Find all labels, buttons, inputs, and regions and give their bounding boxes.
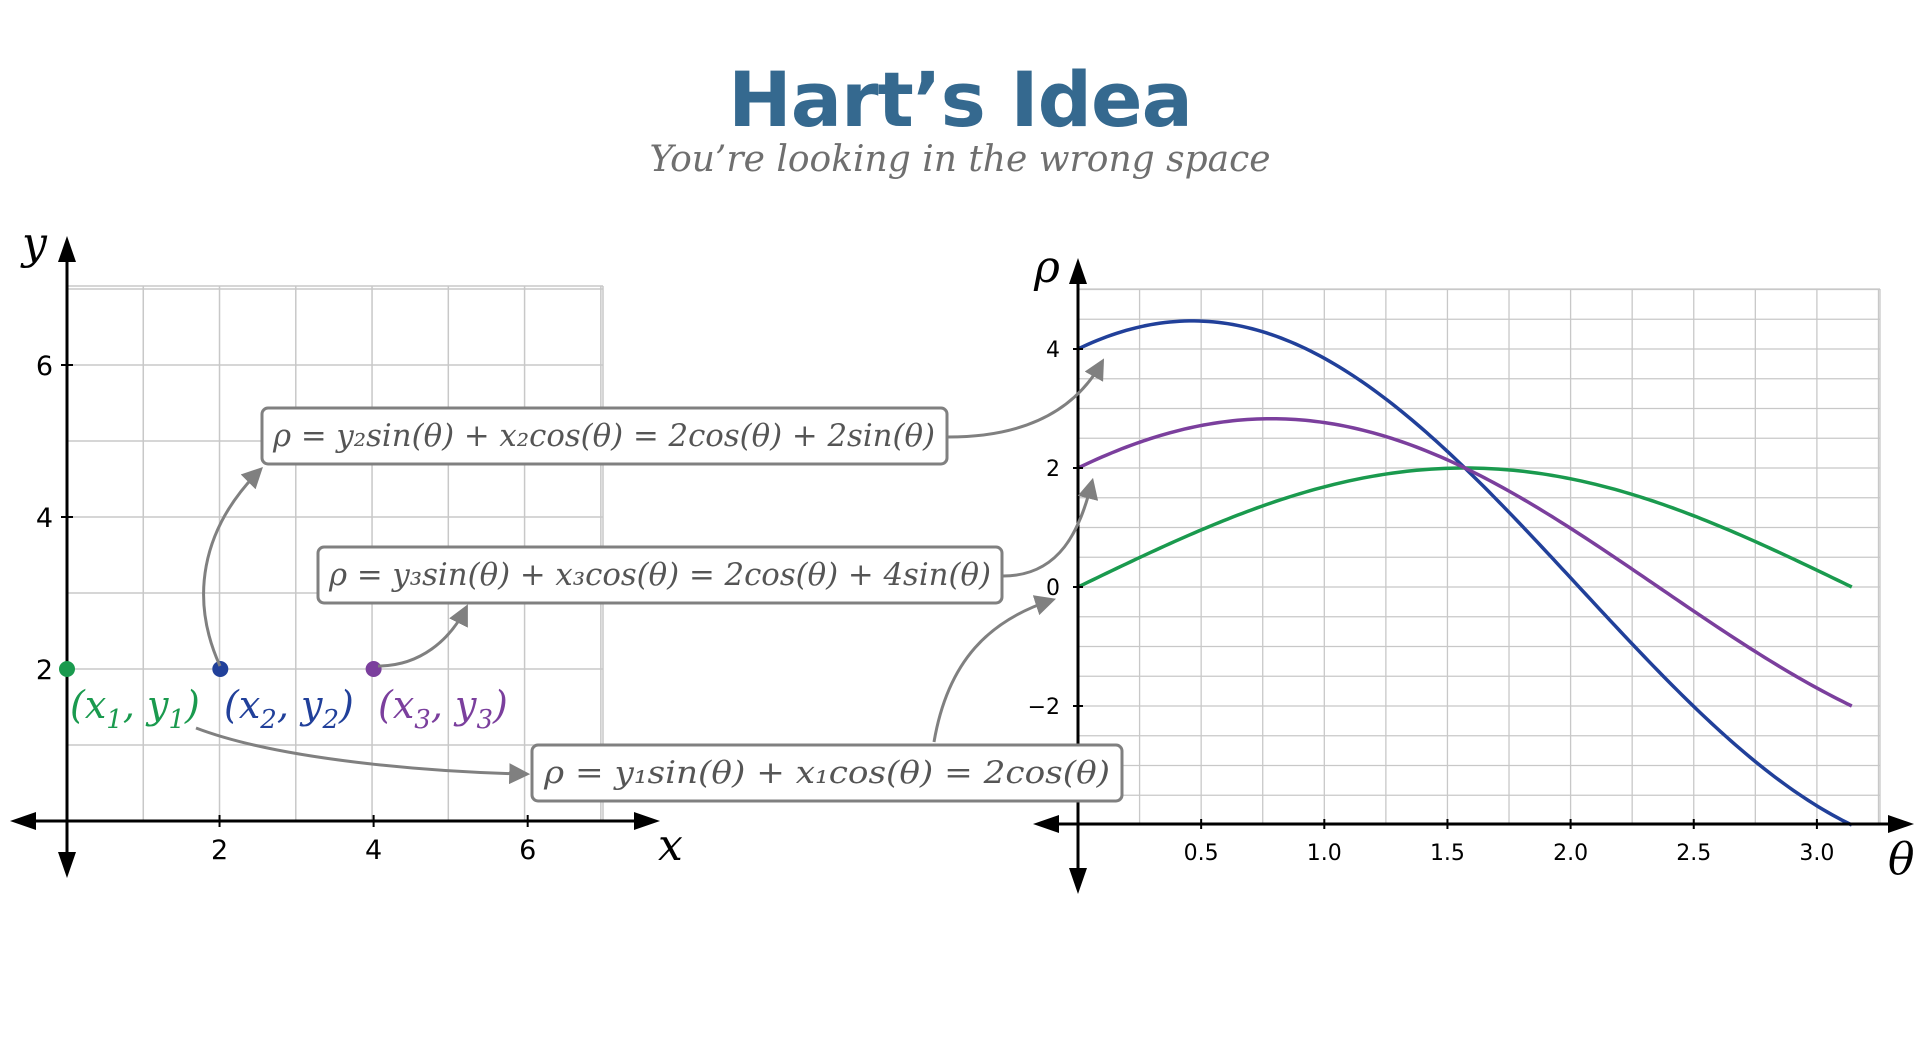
x-axis-arrow-right: [634, 812, 660, 830]
rho-tick-label: 4: [1046, 338, 1060, 363]
theta-tick-label: 2.0: [1553, 841, 1588, 866]
data-point-label: (x2, y2): [224, 683, 354, 735]
equation-box-3: ρ = y₃sin(θ) + x₃cos(θ) = 2cos(θ) + 4sin…: [316, 545, 1004, 605]
x-tick-label: 2: [211, 835, 228, 866]
right-grid: [1078, 288, 1881, 826]
theta-axis-label: θ: [1888, 834, 1915, 885]
arrow-point2-to-eq2: [202, 467, 263, 667]
data-point: [59, 661, 75, 677]
x-tick-label: 4: [365, 835, 382, 866]
figure-title: Hart’s Idea: [728, 55, 1193, 144]
series-line: [1077, 416, 1853, 708]
y-tick-label: 6: [36, 351, 53, 382]
y-axis-arrow-up: [58, 236, 76, 262]
theta-axis-arrow-left: [1033, 815, 1059, 833]
annotation-arrows: [195, 358, 1105, 785]
rho-axis-arrow-down: [1069, 868, 1087, 894]
right-axes: [1033, 258, 1914, 894]
data-point-label: (x3, y3): [378, 683, 508, 735]
right-ticks: 0.5 1.0 1.5 2.0 2.5 3.0 4 2 0 −2: [1028, 338, 1835, 866]
sinusoid-curves: [1077, 319, 1853, 827]
data-point: [365, 661, 382, 677]
equation-1: ρ = y₁sin(θ) + x₁cos(θ) = 2cos(θ): [543, 755, 1110, 791]
x-axis-arrow-left: [10, 812, 36, 830]
rho-tick-label: −2: [1028, 695, 1060, 720]
rho-tick-label: 2: [1046, 457, 1060, 482]
x-axis-label: x: [658, 820, 683, 871]
y-tick-label: 4: [36, 503, 53, 534]
data-point-label: (x1, y1): [70, 683, 200, 735]
theta-tick-label: 1.0: [1307, 841, 1342, 866]
y-axis-arrow-down: [58, 852, 76, 878]
theta-axis-arrow-right: [1888, 815, 1914, 833]
rho-axis-label: ρ: [1033, 242, 1060, 293]
y-axis-label: y: [20, 218, 48, 269]
rho-tick-label: 0: [1046, 576, 1060, 601]
equation-box-2: ρ = y₂sin(θ) + x₂cos(θ) = 2cos(θ) + 2sin…: [260, 406, 949, 466]
figure-subtitle: You’re looking in the wrong space: [649, 139, 1271, 180]
data-points: (x1, y1) (x2, y2) (x3, y3): [59, 661, 508, 735]
theta-tick-label: 0.5: [1184, 841, 1219, 866]
equation-box-1: ρ = y₁sin(θ) + x₁cos(θ) = 2cos(θ): [530, 743, 1124, 803]
data-point: [212, 661, 229, 677]
left-axes: [10, 236, 660, 878]
equation-2: ρ = y₂sin(θ) + x₂cos(θ) = 2cos(θ) + 2sin…: [272, 418, 935, 454]
arrow-eq1-to-curve1: [932, 595, 1056, 743]
left-ticks: 2 4 6 2 4 6: [36, 351, 536, 866]
theta-tick-label: 1.5: [1430, 841, 1465, 866]
theta-tick-label: 2.5: [1676, 841, 1711, 866]
arrow-eq3-to-curve3: [1002, 477, 1099, 578]
arrow-point3-to-eq3: [377, 604, 468, 668]
y-tick-label: 2: [36, 655, 53, 686]
x-tick-label: 6: [519, 835, 536, 866]
right-plot: 0.5 1.0 1.5 2.0 2.5 3.0 4 2 0 −2 θ ρ: [1028, 242, 1915, 894]
rho-axis-arrow-up: [1069, 258, 1087, 284]
arrow-point1-to-eq1: [195, 726, 531, 785]
arrow-eq2-to-curve2: [947, 358, 1105, 439]
theta-tick-label: 3.0: [1799, 841, 1834, 866]
equation-3: ρ = y₃sin(θ) + x₃cos(θ) = 2cos(θ) + 4sin…: [328, 557, 991, 593]
series-line: [1077, 319, 1853, 827]
